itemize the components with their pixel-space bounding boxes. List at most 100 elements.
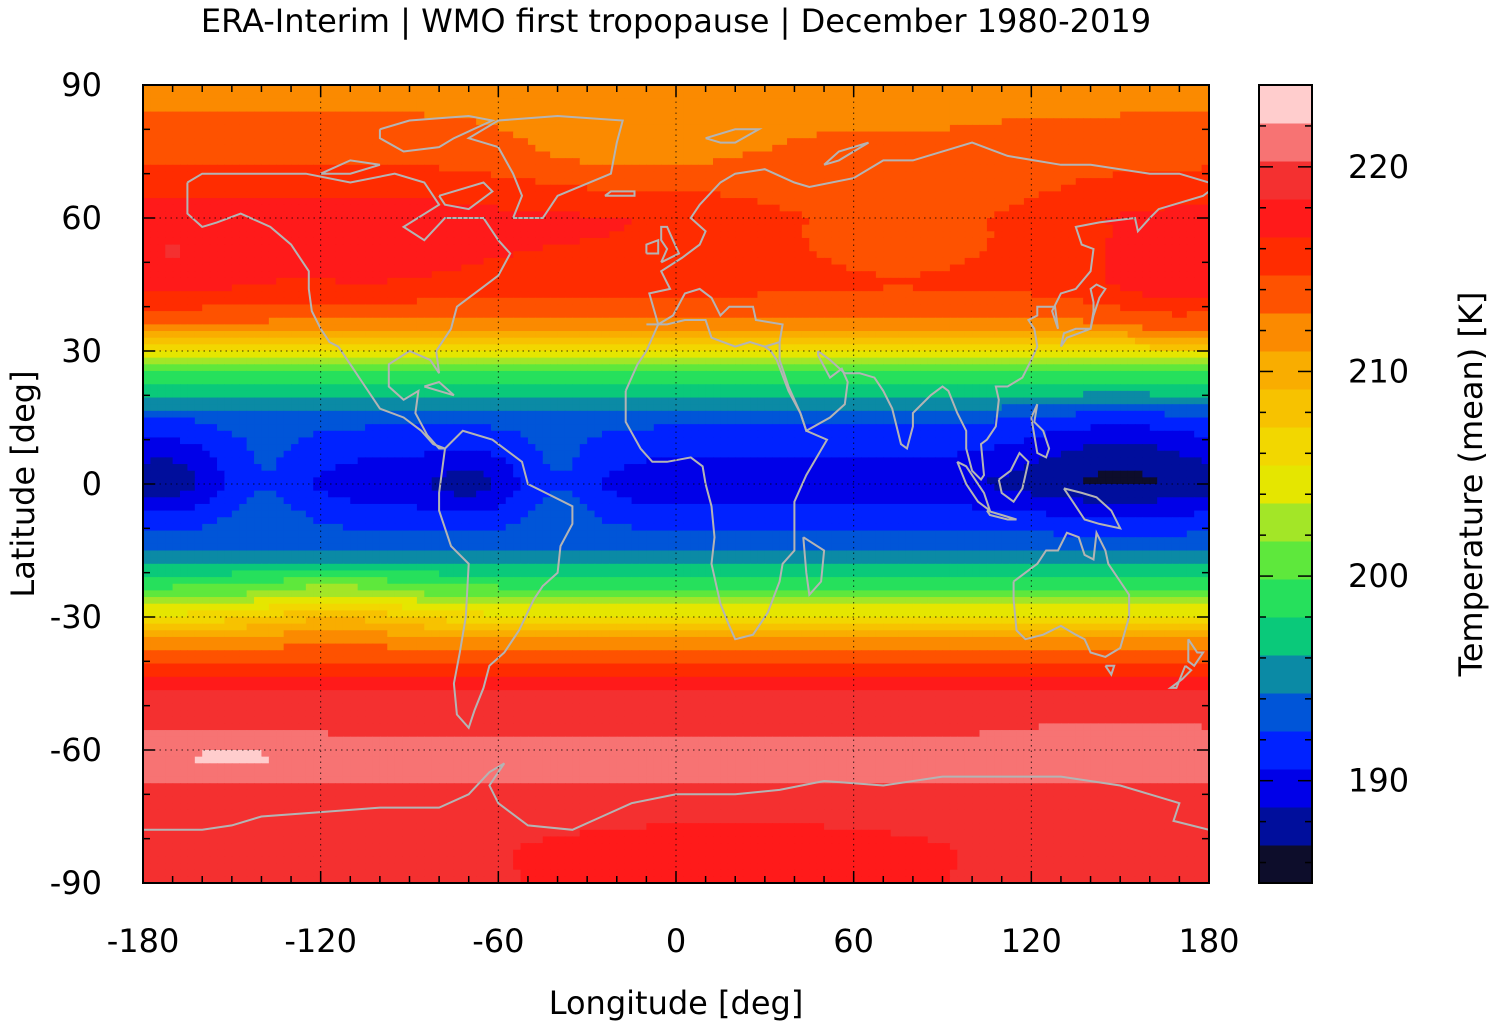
field-cell — [609, 218, 618, 226]
field-cell — [1023, 304, 1032, 312]
field-cell — [535, 144, 544, 153]
field-cell — [661, 151, 670, 159]
field-cell — [831, 218, 840, 226]
field-cell — [616, 284, 625, 292]
field-cell — [291, 211, 300, 219]
field-cell — [653, 171, 662, 179]
field-cell — [838, 91, 847, 99]
field-cell — [979, 251, 988, 259]
field-cell — [750, 198, 759, 206]
field-cell — [875, 164, 884, 173]
field-cell — [276, 291, 285, 299]
field-cell — [150, 171, 159, 179]
field-cell — [587, 118, 596, 126]
field-cell — [713, 151, 722, 159]
field-cell — [979, 144, 988, 153]
field-cell — [335, 85, 344, 93]
field-cell — [1120, 277, 1129, 286]
field-cell — [727, 231, 736, 239]
field-cell — [1009, 211, 1018, 219]
field-cell — [409, 244, 418, 252]
field-cell — [520, 218, 529, 226]
field-cell — [557, 198, 566, 206]
field-cell — [653, 98, 662, 106]
field-cell — [764, 211, 773, 219]
field-cell — [402, 151, 411, 159]
temperature-field — [143, 85, 1209, 883]
field-cell — [1046, 158, 1055, 166]
field-cell — [335, 178, 344, 186]
field-cell — [986, 198, 995, 206]
field-cell — [861, 231, 870, 239]
field-cell — [1149, 144, 1158, 153]
field-cell — [239, 184, 248, 192]
field-cell — [801, 171, 810, 179]
field-cell — [920, 277, 929, 286]
field-cell — [446, 178, 455, 186]
field-cell — [638, 257, 647, 266]
field-cell — [1046, 124, 1055, 133]
field-cell — [520, 311, 529, 319]
field-cell — [868, 297, 877, 306]
field-cell — [609, 198, 618, 206]
field-cell — [853, 124, 862, 133]
field-cell — [942, 104, 951, 113]
field-cell — [180, 304, 189, 312]
field-cell — [217, 158, 226, 166]
field-cell — [283, 284, 292, 292]
field-cell — [157, 144, 166, 153]
field-cell — [698, 297, 707, 306]
field-cell — [846, 198, 855, 206]
field-cell — [535, 104, 544, 113]
field-cell — [801, 91, 810, 99]
field-cell — [535, 151, 544, 159]
field-cell — [809, 311, 818, 319]
field-cell — [453, 218, 462, 226]
field-cell — [742, 218, 751, 226]
field-cell — [668, 144, 677, 153]
field-cell — [372, 237, 381, 246]
field-cell — [305, 218, 314, 226]
field-cell — [779, 277, 788, 286]
field-cell — [254, 271, 263, 279]
field-cell — [787, 171, 796, 179]
field-cell — [824, 111, 833, 119]
field-cell — [1075, 271, 1084, 279]
field-cell — [150, 257, 159, 266]
field-cell — [905, 118, 914, 126]
field-cell — [676, 144, 684, 153]
field-cell — [713, 224, 722, 232]
field-cell — [335, 198, 344, 206]
field-cell — [394, 104, 403, 113]
field-cell — [676, 91, 684, 99]
field-cell — [1134, 251, 1143, 259]
field-cell — [1194, 184, 1203, 192]
field-cell — [624, 171, 633, 179]
field-cell — [986, 297, 995, 306]
field-cell — [1016, 237, 1025, 246]
field-cell — [180, 237, 189, 246]
field-cell — [861, 158, 870, 166]
field-cell — [1097, 271, 1106, 279]
field-cell — [927, 237, 936, 246]
field-cell — [483, 277, 492, 286]
field-cell — [313, 138, 322, 146]
field-cell — [609, 178, 618, 186]
field-cell — [949, 164, 958, 173]
field-cell — [720, 211, 729, 219]
field-cell — [661, 198, 670, 206]
field-cell — [898, 98, 907, 106]
field-cell — [764, 98, 773, 106]
field-cell — [557, 231, 566, 239]
field-cell — [935, 198, 944, 206]
field-cell — [143, 91, 151, 99]
field-cell — [439, 284, 448, 292]
field-cell — [342, 257, 351, 266]
field-cell — [550, 271, 559, 279]
field-cell — [735, 198, 744, 206]
field-cell — [550, 118, 559, 126]
field-cell — [683, 264, 692, 272]
field-cell — [342, 284, 351, 292]
field-cell — [1164, 171, 1173, 179]
field-cell — [357, 251, 366, 259]
